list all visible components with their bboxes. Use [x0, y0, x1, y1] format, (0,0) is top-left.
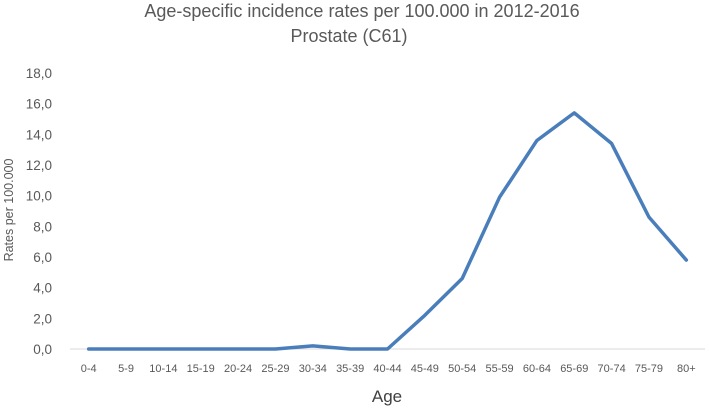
- x-tick-label: 0-4: [81, 363, 97, 375]
- x-tick-label: 5-9: [118, 363, 134, 375]
- x-tick-label: 80+: [677, 363, 696, 375]
- y-tick-label: 0,0: [33, 342, 52, 357]
- y-tick-label: 8,0: [33, 219, 52, 234]
- x-tick-label: 40-44: [373, 363, 401, 375]
- y-tick-label: 18,0: [26, 66, 52, 81]
- y-tick-label: 10,0: [26, 189, 52, 204]
- x-tick-label: 10-14: [149, 363, 177, 375]
- chart-title: Age-specific incidence rates per 100.000…: [144, 1, 579, 21]
- x-axis-label: Age: [372, 387, 402, 406]
- x-tick-label: 15-19: [187, 363, 215, 375]
- x-tick-label: 25-29: [261, 363, 289, 375]
- chart-subtitle: Prostate (C61): [290, 26, 407, 46]
- x-tick-label: 50-54: [448, 363, 476, 375]
- x-tick-label: 20-24: [224, 363, 252, 375]
- x-tick-label: 35-39: [336, 363, 364, 375]
- x-tick-label: 75-79: [635, 363, 663, 375]
- y-tick-label: 2,0: [33, 311, 52, 326]
- y-tick-label: 6,0: [33, 250, 52, 265]
- x-tick-label: 30-34: [299, 363, 327, 375]
- x-axis-ticks: 0-4 5-9 10-14 15-19 20-24 25-29 30-34 35-39 40-4…: [81, 363, 696, 375]
- series-line: [86, 111, 689, 351]
- x-tick-label: 60-64: [523, 363, 551, 375]
- y-tick-label: 12,0: [26, 158, 52, 173]
- y-tick-label: 16,0: [26, 97, 52, 112]
- y-axis-label: Rates per 100.000: [2, 159, 16, 262]
- y-axis-ticks: 0,0 2,0 4,0 6,0 8,0 10,0 12,0 14,0 16,0 18,0: [26, 66, 52, 357]
- x-tick-label: 45-49: [411, 363, 439, 375]
- x-tick-label: 55-59: [485, 363, 513, 375]
- x-tick-label: 65-69: [560, 363, 588, 375]
- y-tick-label: 14,0: [26, 127, 52, 142]
- y-tick-label: 4,0: [33, 281, 52, 296]
- series-group: [86, 111, 689, 351]
- x-tick-label: 70-74: [598, 363, 626, 375]
